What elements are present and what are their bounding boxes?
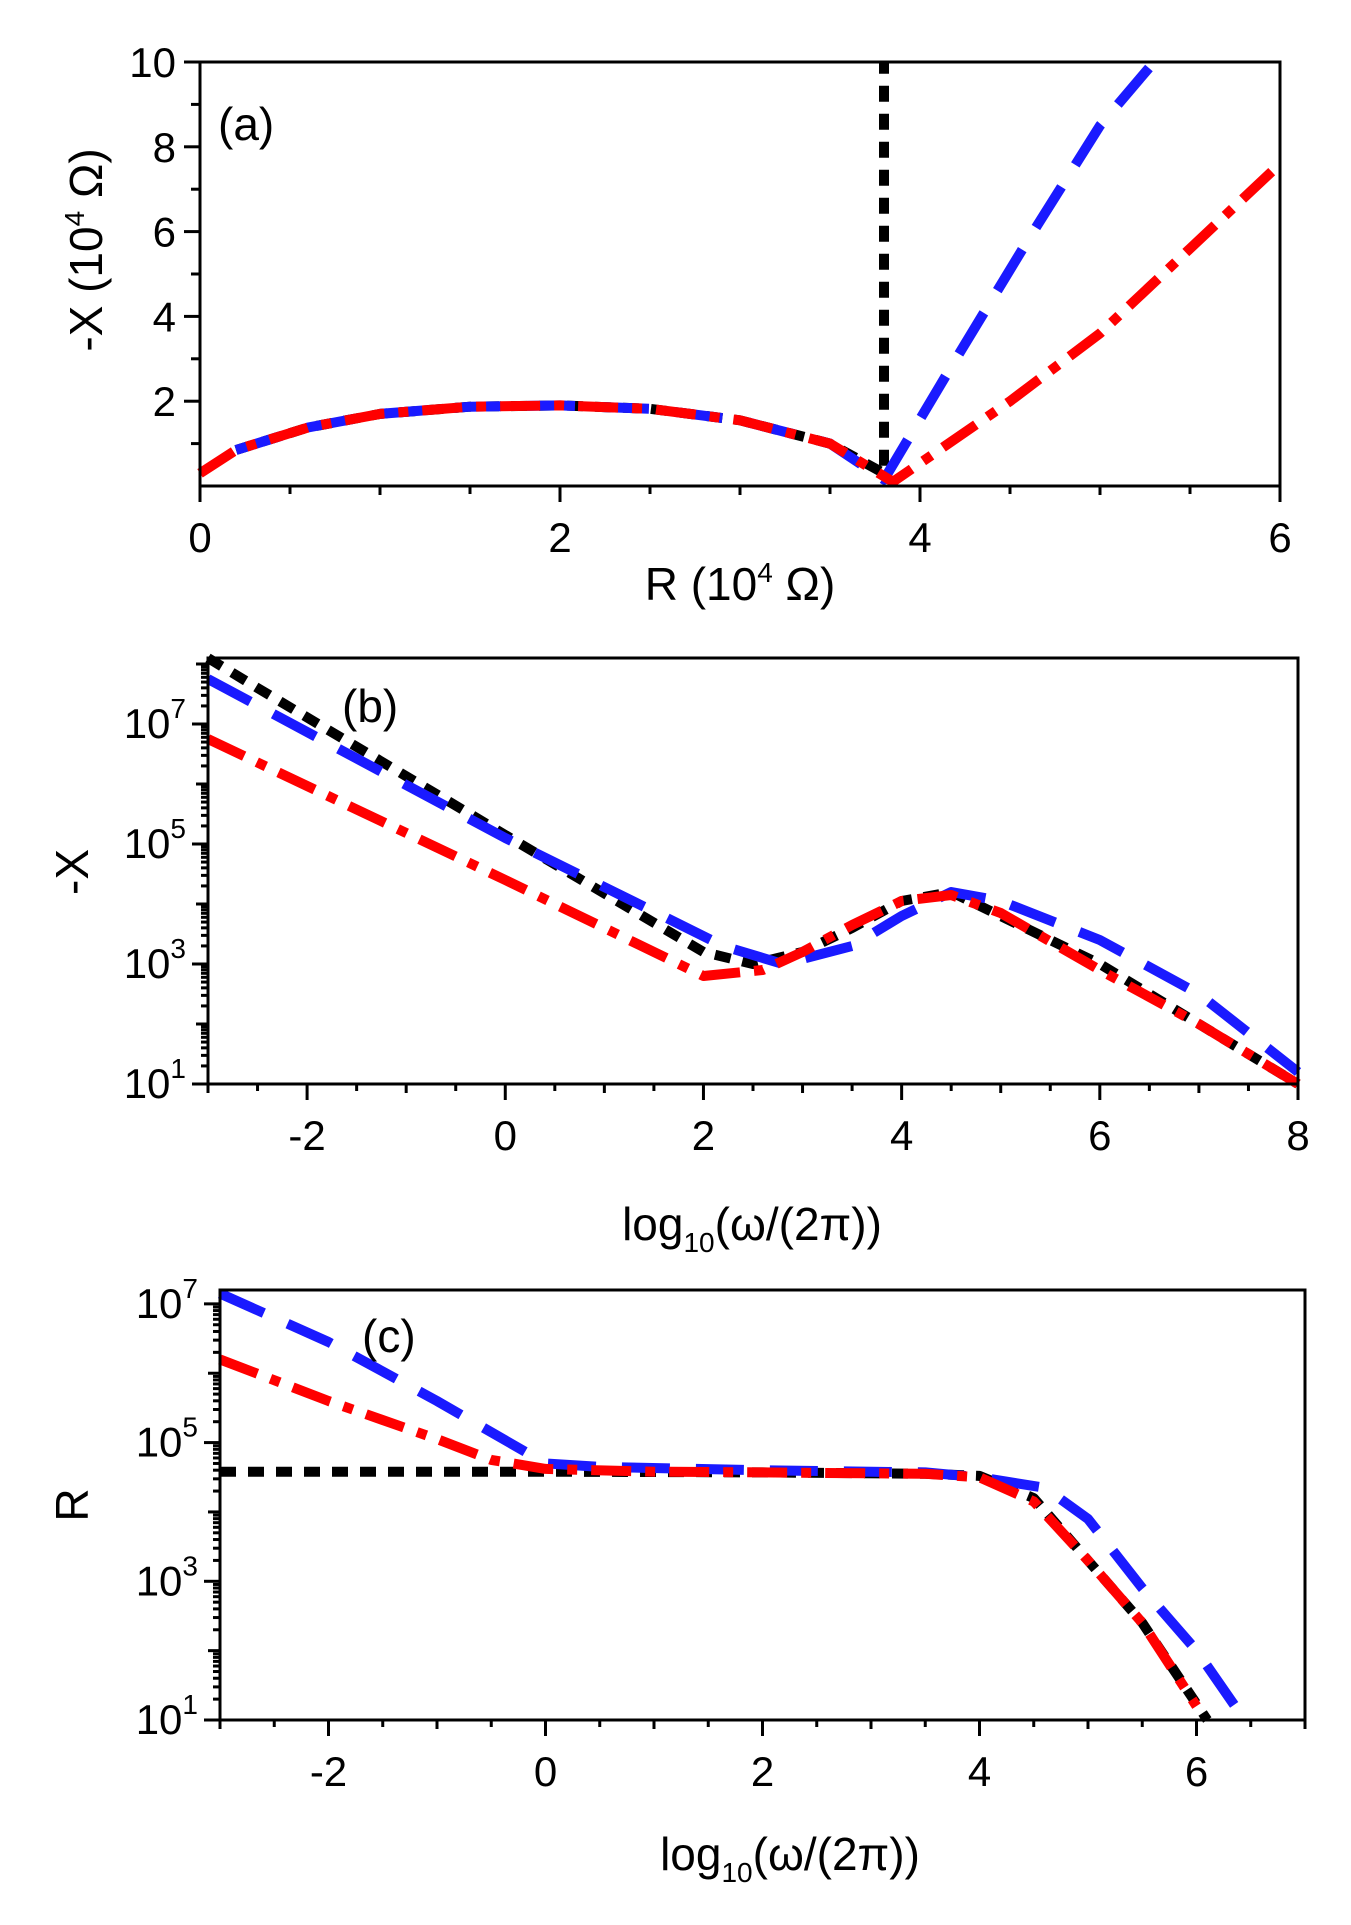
panel-b-ytick-exp: 5	[170, 813, 186, 844]
panel-c-series-red	[218, 1354, 1201, 1709]
panel-c-ytick-exp: 3	[182, 1550, 198, 1581]
panel-b-series-red	[205, 734, 1301, 1089]
panel-c-xlabel-prefix: log	[660, 1828, 721, 1880]
panel-c-xtick-label: 2	[751, 1748, 774, 1795]
panel-b-ytick-base: 10	[124, 1060, 171, 1107]
panel-a-ylabel-prefix: -X (10	[60, 226, 112, 351]
panel-c-ytick-exp: 7	[182, 1273, 198, 1304]
panel-a-tick-labels: 0 2 4 6 2 4 6 8 10	[129, 39, 1291, 561]
panel-b-ytick-label: 105	[124, 813, 186, 867]
panel-b-xtick-label: 2	[692, 1112, 715, 1159]
panel-a-ytick-label: 10	[129, 39, 176, 86]
panel-b-ytick-label: 103	[124, 933, 186, 987]
panel-b-ticks	[192, 662, 1300, 1100]
panel-c-ytick-label: 105	[136, 1412, 198, 1466]
panel-b-xlabel: log10(ω/(2π))	[622, 1198, 882, 1258]
panel-c-xlabel-suffix: (ω/(2π))	[753, 1828, 920, 1880]
panel-c-ytick-label: 101	[136, 1689, 198, 1743]
panel-b-xlabel-sub: 10	[683, 1227, 714, 1258]
panel-b-xtick-label: 0	[494, 1112, 517, 1159]
panel-c-xtick-label: 0	[534, 1748, 557, 1795]
panel-c-xlabel: log10(ω/(2π))	[660, 1828, 920, 1888]
panel-a-xlabel-sup: 4	[757, 557, 773, 588]
panel-a-series	[197, 58, 1284, 487]
panel-c-xtick-label: -2	[310, 1748, 347, 1795]
panel-c-xtick-label: 4	[968, 1748, 991, 1795]
panel-c-ytick-exp: 1	[182, 1689, 198, 1720]
panel-c-ytick-label: 103	[136, 1550, 198, 1604]
panel-a-xlabel-prefix: R (10	[645, 558, 757, 610]
panel-a-ytick-label: 8	[153, 124, 176, 171]
panel-b-series-blue	[205, 674, 1302, 1076]
panel-b-xlabel-prefix: log	[622, 1198, 683, 1250]
panel-b-ylabel: -X	[46, 849, 98, 895]
panel-a-xlabel-suffix: Ω)	[773, 558, 836, 610]
panel-b-letter: (b)	[342, 680, 398, 732]
panel-c-ytick-base: 10	[136, 1419, 183, 1466]
panel-b-xtick-label: -2	[288, 1112, 325, 1159]
panel-c-ytick-label: 107	[136, 1273, 198, 1327]
panel-c-ylabel: R	[46, 1488, 98, 1521]
panel-a-letter: (a)	[218, 98, 274, 150]
panel-b-ytick-label: 101	[124, 1053, 186, 1107]
panel-a-xtick-label: 4	[908, 514, 931, 561]
panel-a-xlabel: R (104 Ω)	[645, 557, 836, 610]
panel-c-ytick-base: 10	[136, 1696, 183, 1743]
panel-a-ylabel-suffix: Ω)	[60, 148, 112, 211]
panel-a-ylabel-sup: 4	[59, 211, 90, 227]
panel-b-xtick-label: 4	[890, 1112, 913, 1159]
panel-c-series-black	[220, 1466, 1212, 1723]
panel-b-ytick-base: 10	[124, 940, 171, 987]
panel-b-series	[205, 653, 1302, 1089]
panel-b-ytick-exp: 7	[170, 693, 186, 724]
panel-b-xtick-label: 6	[1088, 1112, 1111, 1159]
panel-a-ytick-label: 4	[153, 293, 176, 340]
panel-c-ticks	[204, 1302, 1307, 1736]
panel-a-series-red	[197, 160, 1284, 487]
panel-a-series-black	[234, 62, 889, 479]
panel-b-ytick-base: 10	[124, 820, 171, 867]
panel-c-ytick-base: 10	[136, 1280, 183, 1327]
panel-c-series	[217, 1288, 1245, 1723]
panel-c-ytick-base: 10	[136, 1557, 183, 1604]
panel-b-xtick-label: 8	[1286, 1112, 1309, 1159]
panel-c-letter: (c)	[362, 1310, 416, 1362]
panel-b-ytick-label: 107	[124, 693, 186, 747]
panel-a-ticks	[184, 60, 1282, 502]
panel-b-ytick-base: 10	[124, 700, 171, 747]
panel-a-xtick-label: 0	[188, 514, 211, 561]
panel-a-ylabel: -X (104 Ω)	[59, 148, 112, 351]
panel-a-xtick-label: 2	[548, 514, 571, 561]
panel-b-xlabel-suffix: (ω/(2π))	[715, 1198, 882, 1250]
panel-b-ytick-exp: 1	[170, 1053, 186, 1084]
panel-c-xtick-label: 6	[1185, 1748, 1208, 1795]
panel-a-ytick-label: 6	[153, 209, 176, 256]
panel-a-ytick-label: 2	[153, 378, 176, 425]
panel-c-ytick-exp: 5	[182, 1412, 198, 1443]
panel-c-xlabel-sub: 10	[721, 1857, 752, 1888]
panel-b-ytick-exp: 3	[170, 933, 186, 964]
panel-a-xtick-label: 6	[1268, 514, 1291, 561]
